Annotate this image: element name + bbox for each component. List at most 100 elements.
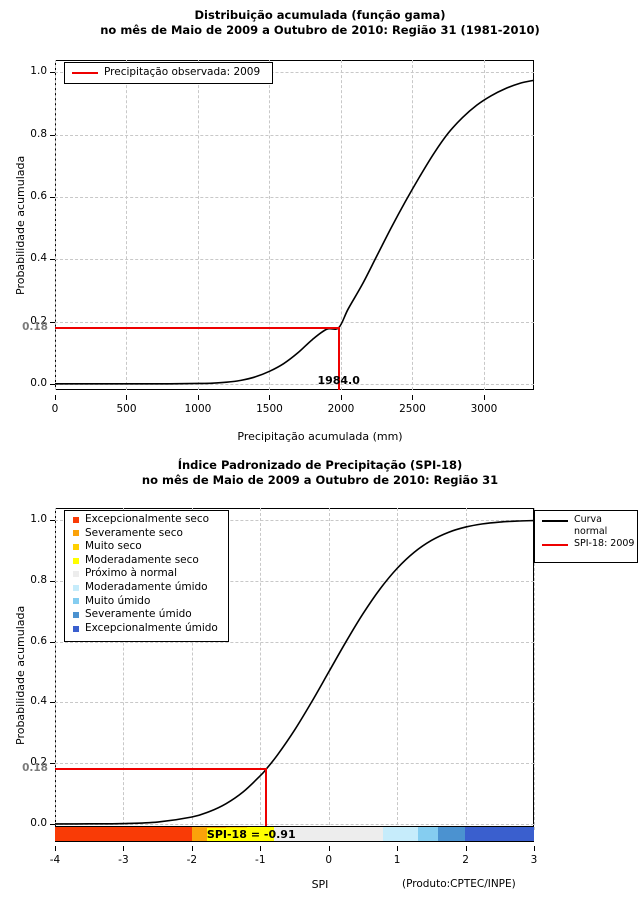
gridline-vertical [191,508,193,830]
y-tick-mark [50,702,55,704]
y-tick-mark [50,321,55,323]
colorbar-segment [417,827,439,841]
legend-color-swatch [73,571,79,578]
x-tick-label: 1500 [256,403,283,415]
legend-item: Muito úmido [65,595,228,609]
legend-label: Excepcionalmente seco [85,513,210,525]
x-tick-label: 2500 [399,403,426,415]
legend-label: Muito seco [85,540,142,553]
chart2-title-line1: Índice Padronizado de Precipitação (SPI-… [177,458,463,472]
chart1-x-axis-label: Precipitação acumulada (mm) [237,430,403,443]
gridline-vertical [412,60,414,390]
x-tick-mark [123,846,125,851]
legend-label-observed-precipitation: Precipitação observada: 2009 [104,66,261,79]
x-tick-label: 2 [462,854,469,866]
x-tick-label: 0 [51,403,59,415]
chart1-legend: Precipitação observada: 2009 [64,62,273,84]
legend-line-swatch [542,544,568,546]
legend-label: Severamente úmido [85,608,192,621]
legend-item: Moderadamente seco [65,554,228,568]
x-tick-mark [483,395,485,400]
gridline-vertical [197,60,199,390]
x-tick-mark [126,395,128,400]
x-tick-label: -1 [255,854,266,866]
legend-item: Próximo à normal [65,567,228,581]
x-tick-mark [260,846,262,851]
chart2-category-legend: Excepcionalmente seco Severamente seco Mui… [64,510,229,642]
x-tick-mark [269,395,271,400]
chart1-marker-y-value: 0.18 [22,320,48,333]
legend-label: SPI-18: 2009 [574,538,635,549]
gridline-vertical [123,508,125,830]
x-tick-label: 500 [116,403,137,415]
gridline-horizontal [55,134,534,136]
x-tick-mark [191,846,193,851]
legend-item: Excepcionalmente úmido [65,622,228,636]
gridline-horizontal [55,580,534,582]
chart2-y-axis-label: Probabilidade acumulada [14,605,27,745]
product-credit: (Produto:CPTEC/INPE) [402,878,516,890]
legend-color-swatch [73,557,79,564]
legend-color-swatch [73,584,79,591]
x-tick-mark [412,395,414,400]
x-tick-label: -4 [49,854,61,866]
y-tick-mark [50,383,55,385]
x-tick-mark [55,846,56,851]
chart1-gamma-cdf-curve [55,79,535,385]
y-tick-label: 0.8 [30,573,47,586]
spi-value-annotation: SPI-18 = -0.91 [206,828,296,841]
y-tick-mark [50,196,55,198]
x-tick-label: 2000 [327,403,355,415]
x-tick-label: 3 [530,854,538,866]
x-tick-mark [397,846,399,851]
gridline-vertical [55,508,56,830]
x-tick-label: 1 [393,854,401,866]
gridline-vertical [534,508,535,830]
legend-line-swatch [542,520,568,522]
chart2-marker-y-value: 0.18 [22,762,48,775]
gridline-horizontal [55,383,534,385]
x-tick-label: 1000 [184,403,212,415]
gridline-vertical [483,60,485,390]
gridline-horizontal [55,763,534,765]
legend-color-swatch [73,625,79,632]
chart1-marker-x-value: 1984.0 [317,374,360,387]
chart2-curve-legend: Curva normal SPI-18: 2009 [534,510,638,563]
y-tick-mark [50,134,55,136]
legend-label: Severamente seco [85,526,183,539]
y-tick-label: 0.4 [30,252,47,265]
y-tick-mark [50,259,55,261]
colorbar-segment [383,827,418,841]
y-tick-mark [50,520,55,522]
y-tick-mark [50,763,55,765]
legend-color-swatch [73,530,79,537]
chart1-probability-marker-hline [55,326,340,329]
gridline-horizontal [55,641,534,643]
y-tick-mark [50,72,55,74]
gridline-horizontal [55,72,534,74]
y-tick-mark [50,580,55,582]
gridline-vertical [126,60,128,390]
legend-label: Próximo à normal [85,567,178,580]
spi-tag-label: SPI-18 [206,828,247,841]
gridline-horizontal [55,196,534,198]
cumulative-distribution-chart-panel: Distribuição acumulada (função gama) no … [14,8,540,443]
legend-color-swatch [73,598,79,605]
chart1-title-line2: no mês de Maio de 2009 a Outubro de 2010… [100,23,540,37]
colorbar-segment [273,827,384,841]
gridline-horizontal [55,520,534,522]
y-tick-label: 1.0 [30,513,47,526]
gridline-horizontal [55,259,534,261]
chart2-spi-marker-vline [265,769,268,838]
legend-label-cont: normal [574,526,608,537]
colorbar-segment [465,827,534,841]
gridline-vertical [465,508,467,830]
y-tick-label: 0.6 [30,634,47,647]
x-tick-label: 3000 [470,403,498,415]
legend-line-swatch-observed-precipitation [72,72,98,74]
legend-item: SPI-18: 2009 [535,538,637,550]
legend-color-swatch [73,543,79,550]
legend-color-swatch [73,516,79,523]
legend-label: Excepcionalmente úmido [85,621,218,634]
y-tick-label: 0.0 [30,816,47,829]
